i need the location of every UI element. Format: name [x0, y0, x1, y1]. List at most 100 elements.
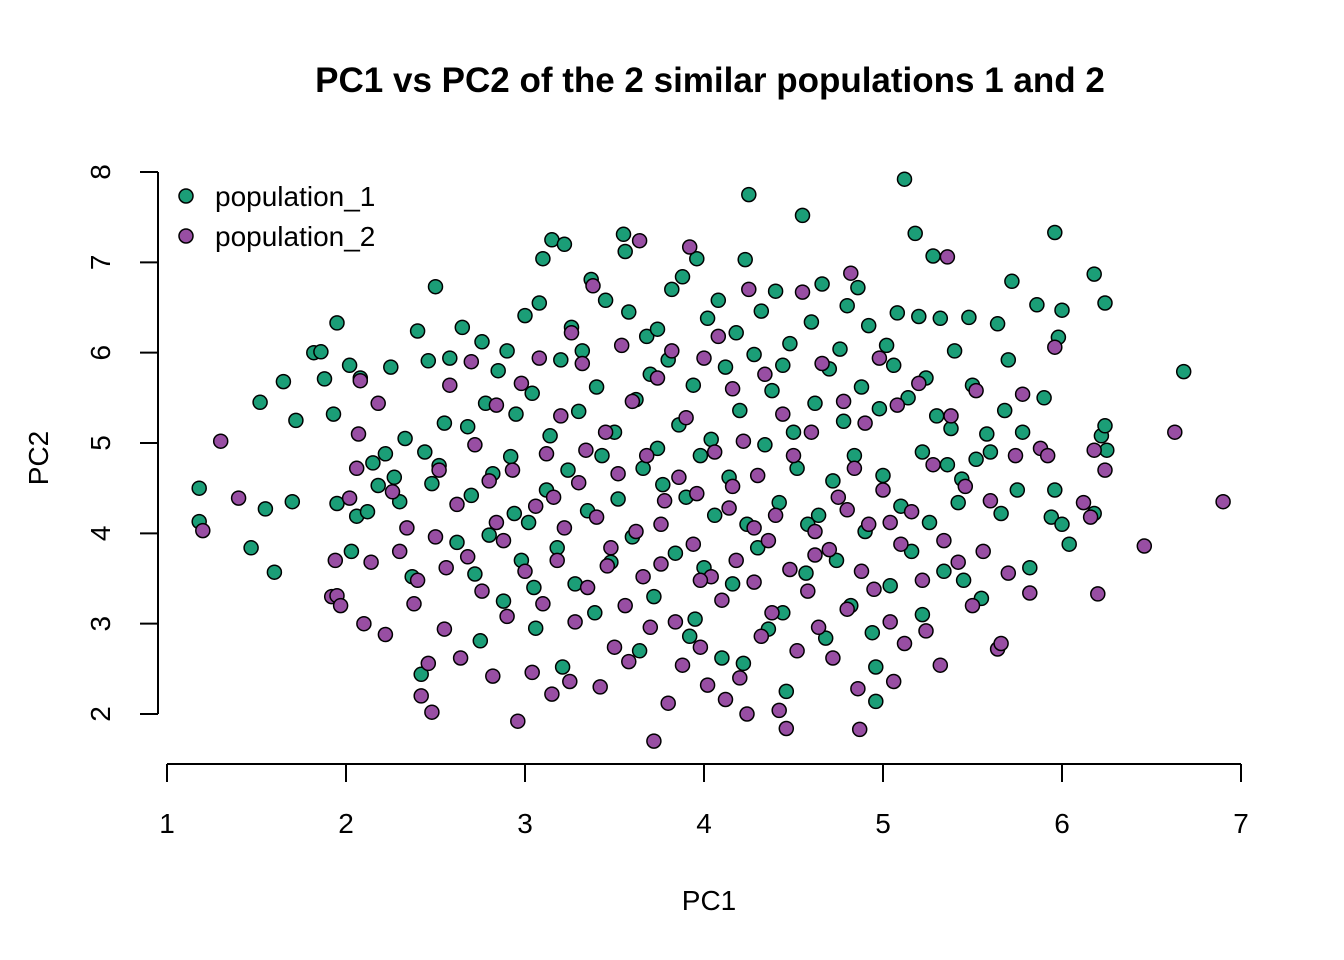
point-population-2-138: [896, 635, 913, 652]
point-population-2-177: [882, 514, 898, 531]
point-population-2-116: [807, 523, 823, 540]
point-population-2-70: [638, 447, 655, 464]
point-population-1-35: [449, 534, 465, 551]
point-population-2-73: [649, 370, 666, 386]
point-population-1-63: [556, 236, 573, 253]
point-population-2-127: [851, 721, 868, 738]
point-population-1-181: [993, 505, 1009, 522]
point-population-2-171: [409, 572, 426, 589]
point-population-2-173: [578, 442, 594, 458]
point-population-1-104: [710, 292, 727, 309]
point-population-2-148: [950, 554, 966, 570]
point-population-2-87: [699, 677, 716, 693]
y-axis: 2 3 4 5 6 7 8: [85, 164, 159, 722]
point-population-1-4: [266, 564, 283, 580]
point-population-1-117: [753, 303, 770, 319]
point-population-1-114: [741, 186, 757, 203]
point-population-1-137: [828, 552, 845, 569]
point-population-1-134: [817, 630, 834, 646]
point-population-2-182: [545, 489, 562, 505]
point-population-2-86: [696, 350, 712, 366]
point-population-2-141: [914, 572, 931, 589]
point-population-1-46: [495, 593, 512, 609]
point-population-2-37: [504, 462, 521, 478]
point-population-2-112: [789, 643, 805, 659]
point-population-2-0: [195, 522, 211, 539]
point-population-2-61: [606, 639, 623, 655]
point-population-1-131: [807, 395, 823, 412]
point-population-1-174: [961, 309, 977, 326]
point-population-1-171: [946, 343, 963, 359]
point-population-2-4: [327, 552, 344, 569]
point-population-2-176: [807, 547, 823, 563]
point-population-2-183: [692, 572, 709, 589]
point-population-1-55: [531, 295, 548, 311]
point-population-1-160: [907, 225, 923, 242]
point-population-1-143: [850, 279, 866, 296]
point-population-2-96: [732, 670, 748, 686]
point-population-2-65: [621, 653, 637, 670]
point-population-2-6: [332, 597, 349, 614]
point-population-1-128: [794, 207, 811, 224]
point-population-2-28: [459, 549, 476, 565]
point-population-2-109: [778, 720, 795, 737]
point-population-2-92: [717, 691, 734, 708]
point-population-1-125: [782, 335, 798, 352]
point-population-1-22: [383, 359, 399, 375]
point-population-1-115: [746, 346, 762, 363]
point-population-1-146: [860, 317, 877, 334]
point-population-1-5: [275, 373, 292, 390]
point-population-1-73: [594, 447, 610, 464]
point-population-2-85: [692, 639, 709, 655]
point-population-1-64: [560, 462, 576, 478]
point-population-1-79: [617, 243, 633, 260]
point-population-1-166: [928, 408, 945, 424]
y-tick-label: 4: [85, 526, 116, 542]
point-population-2-41: [524, 664, 540, 681]
point-population-1-41: [474, 334, 490, 350]
point-population-1-203: [1175, 363, 1192, 380]
point-population-2-56: [585, 278, 601, 294]
point-population-2-145: [936, 532, 952, 549]
point-population-2-150: [964, 597, 981, 614]
point-population-1-129: [798, 565, 814, 581]
point-population-1-6: [284, 493, 301, 510]
point-population-2-151: [968, 382, 984, 399]
point-population-2-169: [1167, 424, 1183, 440]
point-population-2-15: [384, 484, 401, 500]
point-population-1-182: [996, 402, 1013, 419]
point-population-2-13: [370, 395, 386, 412]
point-population-2-45: [538, 446, 555, 462]
point-population-1-34: [442, 350, 458, 366]
point-population-1-132: [810, 507, 827, 524]
legend-label-population-1: population_1: [215, 181, 375, 212]
point-population-2-57: [588, 509, 605, 525]
point-population-2-26: [449, 496, 465, 513]
point-population-1-169: [939, 456, 956, 473]
point-population-2-20: [420, 655, 437, 672]
point-population-1-110: [732, 402, 748, 419]
point-population-1-13: [329, 495, 345, 512]
point-population-1-183: [1000, 352, 1017, 368]
point-population-1-196: [1061, 536, 1077, 552]
point-population-2-32: [481, 473, 497, 489]
point-population-1-109: [728, 325, 744, 341]
point-population-2-18: [406, 596, 422, 612]
point-population-2-19: [413, 688, 429, 704]
legend-label-population-2: population_2: [215, 221, 375, 252]
point-population-1-187: [1022, 559, 1038, 576]
point-population-1-89: [655, 476, 671, 493]
point-population-1-83: [631, 643, 648, 659]
point-population-2-74: [653, 556, 669, 572]
point-population-1-71: [587, 605, 603, 621]
point-population-2-181: [839, 502, 855, 518]
point-population-1-159: [903, 543, 920, 560]
point-population-1-74: [597, 292, 614, 309]
point-population-1-30: [420, 353, 437, 369]
point-population-1-101: [699, 310, 716, 327]
point-population-2-134: [882, 614, 898, 630]
point-population-1-184: [1004, 273, 1020, 290]
point-population-1-31: [427, 278, 444, 295]
point-population-1-111: [735, 655, 752, 672]
point-population-2-155: [993, 635, 1009, 652]
